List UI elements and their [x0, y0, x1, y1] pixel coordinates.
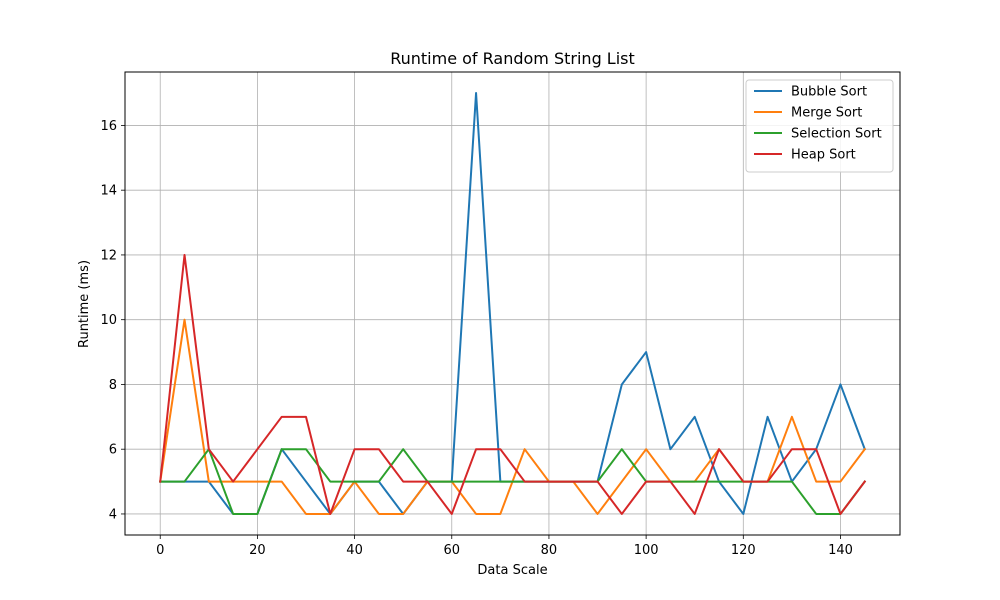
- legend-box: [745, 79, 894, 173]
- series-lines: [159, 92, 867, 515]
- plot-frame: [124, 71, 901, 536]
- y-tick-label: 14: [100, 184, 117, 199]
- y-tick-label: 12: [100, 248, 117, 263]
- legend-label: Bubble Sort: [791, 85, 867, 100]
- y-tick-label: 16: [100, 119, 117, 134]
- x-tick-label: 120: [731, 543, 756, 558]
- x-tick-label: 40: [346, 543, 363, 558]
- chart-title: Runtime of Random String List: [390, 49, 635, 68]
- x-tick-label: 140: [828, 543, 853, 558]
- axis-ticks: 0 20 40 60 80 100 120 140 4 6 8 10 12 14 16: [100, 119, 852, 558]
- y-tick-label: 6: [109, 443, 117, 458]
- y-tick-label: 8: [109, 378, 117, 393]
- legend-label: Selection Sort: [791, 127, 882, 142]
- x-tick-label: 20: [249, 543, 266, 558]
- legend: Bubble Sort Merge Sort Selection Sort Heap …: [745, 79, 894, 173]
- x-axis-label: Data Scale: [477, 563, 547, 578]
- legend-label: Merge Sort: [791, 106, 862, 121]
- y-tick-label: 10: [100, 313, 117, 328]
- y-axis-label: Runtime (ms): [77, 260, 92, 348]
- x-tick-label: 100: [634, 543, 659, 558]
- x-tick-label: 0: [156, 543, 164, 558]
- y-tick-label: 4: [109, 507, 117, 522]
- x-tick-label: 60: [443, 543, 460, 558]
- x-tick-label: 80: [541, 543, 558, 558]
- series-line-heap-sort: [159, 253, 867, 515]
- legend-label: Heap Sort: [791, 148, 856, 163]
